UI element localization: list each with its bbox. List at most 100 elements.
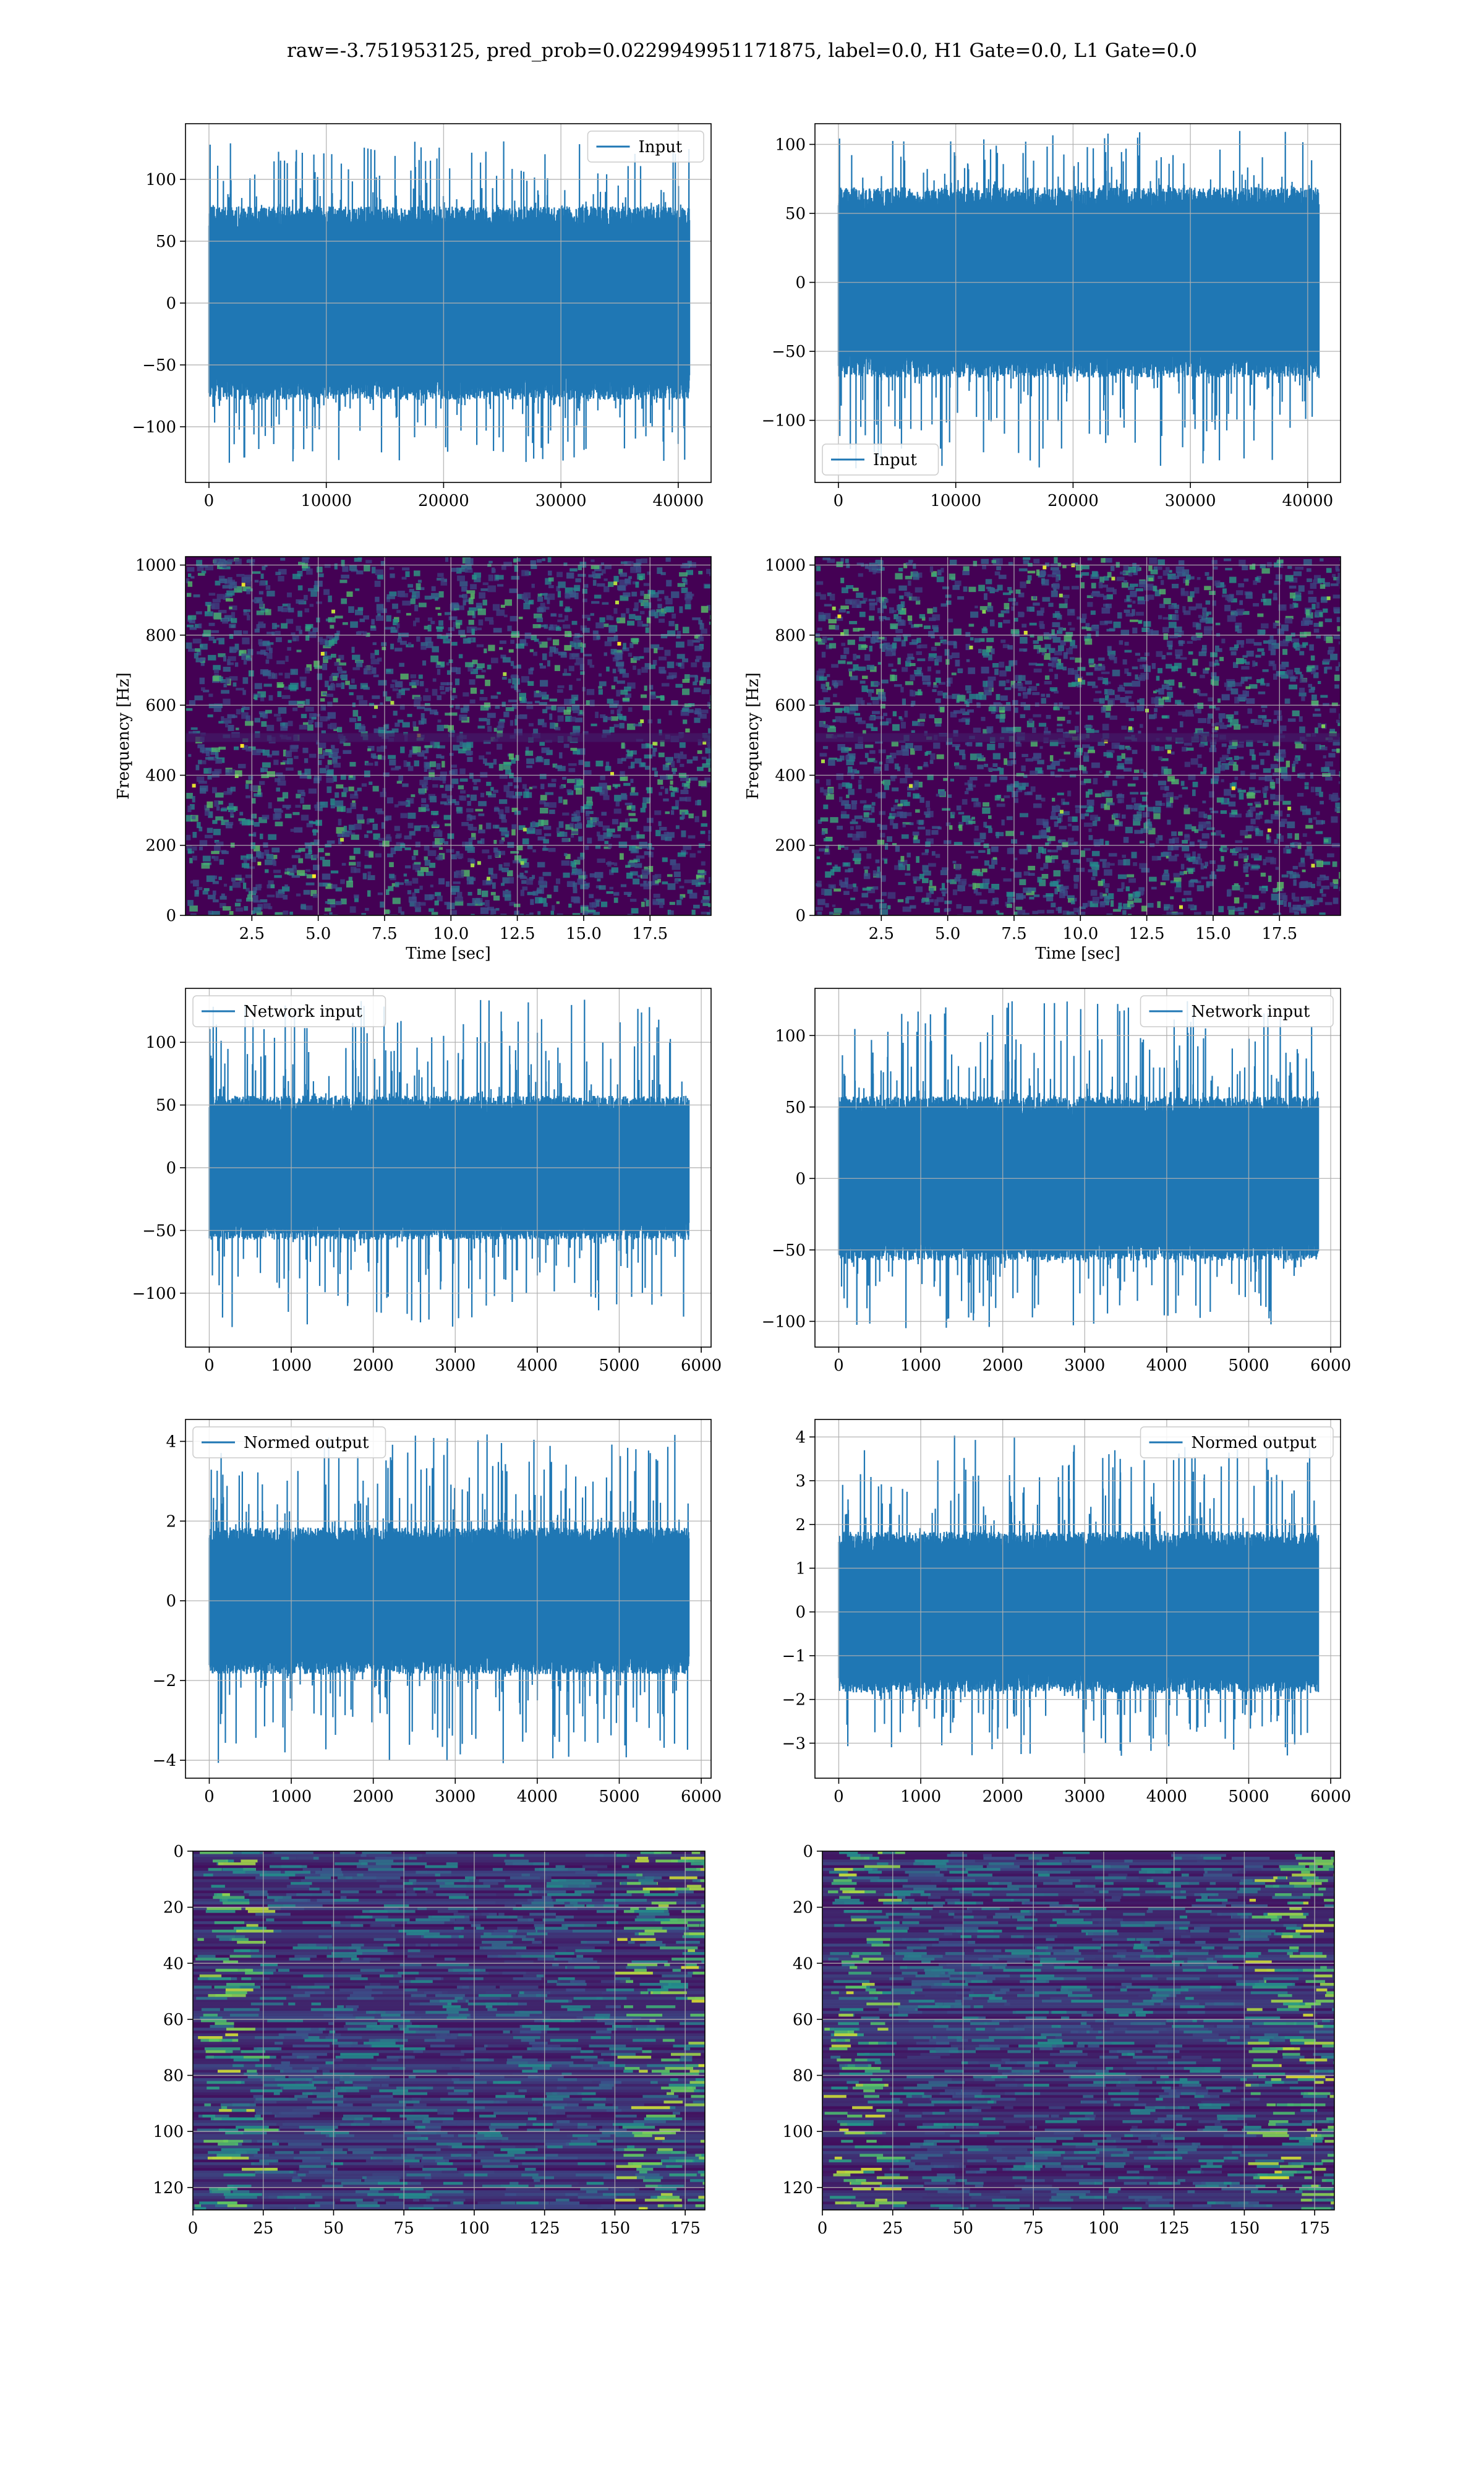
heatmap-cell: [1068, 823, 1072, 827]
heatmap-cell: [573, 587, 580, 591]
heatmap-cell: [1295, 646, 1300, 651]
heatmap-cell: [848, 868, 853, 873]
heatmap-cell: [385, 815, 392, 821]
heatmap-cell: [1070, 849, 1079, 855]
heatmap-cell: [331, 745, 335, 749]
heatmap-cell: [273, 813, 280, 820]
x-tick-label: 0: [834, 492, 844, 510]
heatmap-cell: [578, 760, 583, 765]
heatmap-cell: [859, 800, 867, 804]
heatmap-cell: [540, 808, 548, 814]
heatmap-cell: [337, 833, 343, 837]
heatmap-cell: [545, 706, 553, 710]
heatmap-cell: [859, 761, 868, 765]
heatmap-cell: [1243, 902, 1247, 909]
heatmap-cell: [469, 699, 475, 704]
heatmap-cell: [1253, 603, 1260, 607]
heatmap-cell: [254, 793, 262, 797]
heatmap-cell: [641, 901, 645, 907]
heatmap-cell: [1050, 771, 1055, 776]
heatmap-cell: [325, 883, 333, 889]
heatmap-cell: [216, 594, 225, 599]
heatmap-cell: [559, 785, 564, 789]
heatmap-cell: [327, 760, 332, 765]
heatmap-cell: [218, 610, 227, 614]
heatmap-cell: [846, 884, 853, 889]
x-tick-label: 10.0: [433, 925, 469, 943]
heatmap-hotspot: [522, 828, 527, 832]
heatmap-cell: [650, 695, 657, 700]
heatmap-cell: [1324, 667, 1328, 674]
legend: Input: [822, 443, 939, 476]
heatmap-cell: [485, 823, 492, 829]
heatmap-cell: [881, 875, 886, 881]
heatmap-cell: [594, 594, 602, 599]
heatmap-cell: [1321, 747, 1328, 751]
heatmap-cell: [856, 831, 864, 838]
heatmap-cell: [991, 648, 995, 654]
heatmap-cell: [435, 597, 438, 601]
heatmap-cell: [988, 815, 992, 820]
heatmap-cell: [892, 813, 897, 818]
heatmap-cell: [1200, 674, 1205, 678]
heatmap-cell: [599, 789, 608, 796]
heatmap-cell: [929, 811, 934, 818]
heatmap-cell: [540, 784, 545, 789]
heatmap-cell: [630, 567, 637, 573]
heatmap-cell: [1324, 618, 1333, 622]
heatmap-cell: [1292, 596, 1302, 601]
heatmap-cell: [926, 838, 934, 844]
heatmap-cell: [453, 881, 461, 884]
heatmap-cell: [898, 860, 903, 867]
heatmap-cell: [424, 596, 432, 600]
heatmap-cell: [1106, 750, 1115, 753]
heatmap-cell: [220, 896, 227, 900]
heatmap-cell: [896, 750, 903, 756]
heatmap-cell: [1218, 905, 1224, 912]
heatmap-cell: [341, 575, 349, 579]
heatmap-cell: [981, 666, 989, 674]
heatmap-cell: [913, 793, 919, 799]
heatmap-cell: [566, 789, 572, 793]
heatmap-cell: [286, 618, 294, 624]
heatmap-cell: [446, 670, 451, 675]
heatmap-cell: [710, 753, 711, 760]
heatmap-cell: [550, 910, 554, 915]
heatmap-cell: [260, 573, 264, 579]
heatmap-cell: [477, 840, 482, 844]
heatmap-cell: [208, 654, 216, 661]
heatmap-cell: [913, 878, 917, 884]
heatmap-cell: [628, 576, 632, 579]
heatmap-cell: [1117, 755, 1122, 761]
heatmap-cell: [1062, 565, 1067, 568]
heatmap-cell: [228, 656, 236, 661]
heatmap-cell: [1235, 840, 1243, 843]
heatmap-cell: [1262, 593, 1266, 599]
heatmap-cell: [815, 779, 820, 784]
heatmap-cell: [1197, 763, 1203, 768]
heatmap-cell: [342, 566, 349, 572]
heatmap-cell: [419, 602, 427, 607]
heatmap-cell: [936, 670, 940, 674]
heatmap-cell: [1057, 659, 1061, 666]
heatmap-cell: [236, 688, 244, 691]
heatmap-cell: [1006, 727, 1014, 731]
heatmap-cell: [370, 753, 376, 758]
heatmap-cell: [564, 615, 568, 621]
heatmap-cell: [590, 613, 594, 616]
heatmap-cell: [300, 797, 304, 804]
heatmap-cell: [1037, 760, 1044, 764]
heatmap-cell: [325, 765, 330, 769]
heatmap-cell: [407, 714, 412, 717]
heatmap-cell: [445, 612, 451, 615]
heatmap-cell: [345, 680, 350, 685]
heatmap-cell: [367, 875, 375, 880]
heatmap-cell: [866, 689, 874, 693]
heatmap-cell: [1001, 867, 1006, 871]
heatmap-cell: [563, 799, 568, 805]
heatmap-cell: [642, 802, 647, 808]
heatmap-cell: [1009, 590, 1013, 594]
heatmap-cell: [288, 684, 297, 690]
heatmap-cell: [849, 621, 858, 625]
heatmap-cell: [564, 698, 572, 705]
